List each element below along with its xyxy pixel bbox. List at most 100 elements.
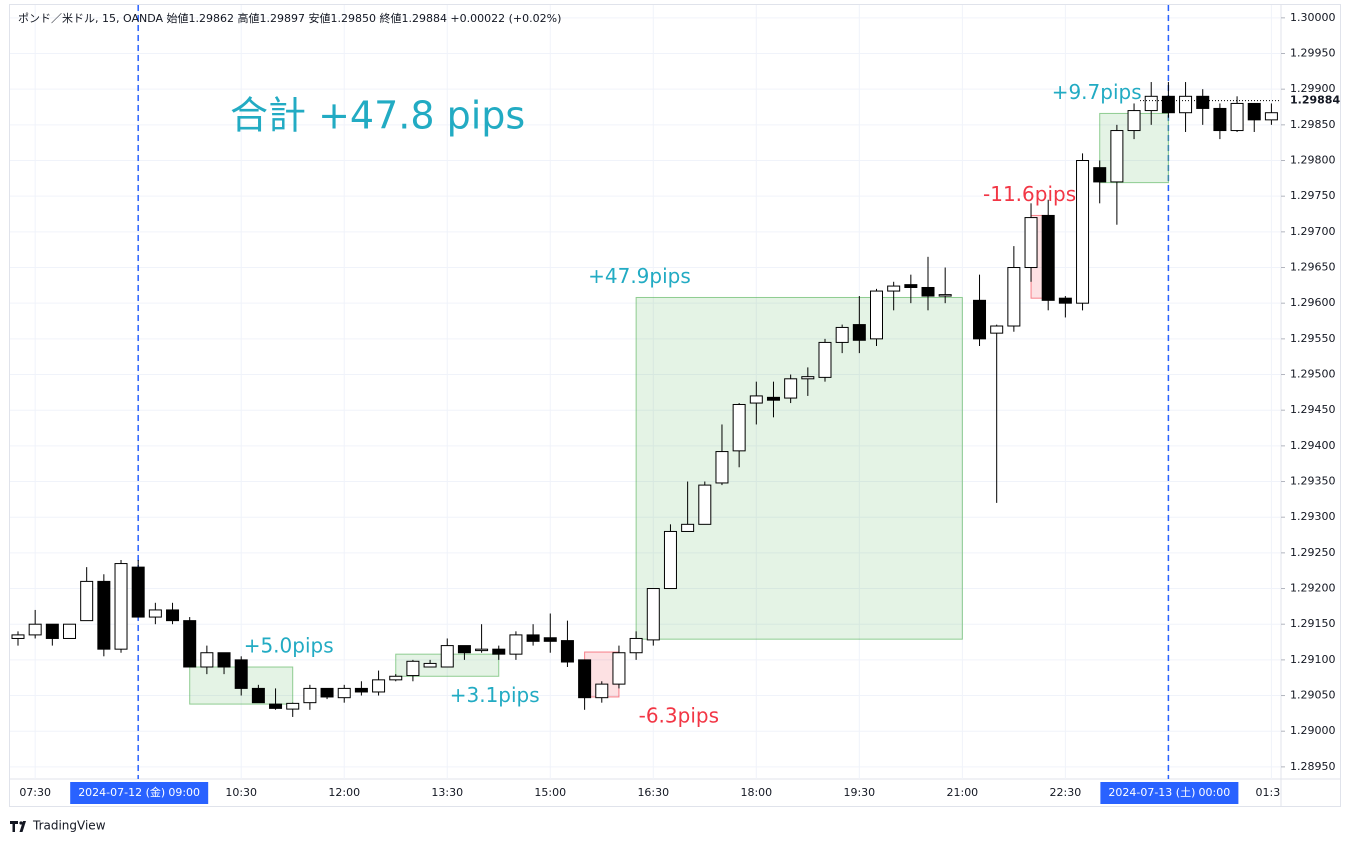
candle-body [732, 403, 746, 452]
candle-body [870, 290, 883, 340]
candle-body [1230, 102, 1244, 132]
candle-body [646, 588, 660, 641]
candle-body [131, 566, 145, 618]
candle-body [114, 563, 128, 650]
x-tick-label: 10:30 [225, 786, 257, 799]
candle-body [251, 687, 265, 704]
candle-body [852, 324, 866, 341]
trade-label: -6.3pips [639, 703, 719, 727]
date-marker-date: 2024-07-12 (金) [78, 785, 165, 799]
trade-label: -11.6pips [983, 182, 1076, 206]
x-tick-label: 01:30 [1256, 786, 1288, 799]
candle-body [45, 623, 59, 639]
brand: TradingView [32, 819, 106, 833]
candle-body [269, 703, 283, 709]
candle-body [887, 285, 901, 292]
candle-body [1264, 112, 1278, 121]
candle-body [440, 645, 454, 668]
candle-body [1179, 95, 1193, 114]
y-tick-label: 1.29000 [1290, 724, 1336, 737]
y-tick-label: 1.29300 [1290, 510, 1336, 523]
candle-body [389, 675, 403, 681]
candle-body [63, 623, 77, 639]
x-tick-label: 13:30 [431, 786, 463, 799]
x-tick-label: 00:00 [1199, 786, 1231, 799]
candle-body [560, 640, 574, 663]
y-tick-label: 1.29850 [1290, 118, 1336, 131]
y-tick-label: 1.29550 [1290, 332, 1336, 345]
candle-body [543, 637, 557, 642]
x-tick-label: 15:00 [534, 786, 566, 799]
candle-body [1076, 160, 1090, 304]
y-tick-label: 1.29950 [1290, 47, 1336, 60]
candle-body [629, 637, 643, 654]
candle-body [11, 634, 25, 639]
candle-body [1110, 130, 1124, 183]
x-tick-label: 07:30 [19, 786, 51, 799]
date-marker-box [1100, 782, 1239, 804]
legend-title: ポンド／米ドル, 15, OANDA 始値1.29862 高値1.29897 安… [18, 11, 561, 25]
x-tick-label: 09:00 [168, 786, 200, 799]
candle-body [183, 620, 197, 668]
candle-body [423, 662, 437, 668]
candle-body [320, 687, 334, 698]
candle-body [1058, 297, 1072, 304]
y-tick-label: 1.29450 [1290, 403, 1336, 416]
trade-label: +9.7pips [1052, 80, 1142, 104]
last-price-box [1282, 92, 1340, 109]
candle-body [766, 396, 780, 401]
candle-body [973, 299, 987, 340]
x-tick-label: 22:30 [1050, 786, 1082, 799]
y-tick-label: 1.29800 [1290, 154, 1336, 167]
candle-body [354, 687, 368, 693]
candle-body [938, 294, 952, 297]
candle-body [835, 326, 849, 343]
candle-body [1247, 102, 1261, 121]
candle-body [234, 659, 248, 689]
x-tick-label: 16:30 [637, 786, 669, 799]
candle-body [337, 687, 351, 699]
candle-body [1213, 107, 1227, 132]
candle-body [578, 659, 592, 699]
y-tick-label: 1.29200 [1290, 582, 1336, 595]
last-price-label: 1.29884 [1290, 94, 1340, 107]
candle-body [526, 634, 540, 642]
x-tick-label: 19:30 [843, 786, 875, 799]
candle-body [1196, 95, 1210, 109]
date-marker-box [70, 782, 209, 804]
trade-label: +47.9pips [588, 264, 691, 288]
frame [9, 4, 1341, 807]
candle-body [990, 325, 1004, 334]
candle-body [1041, 214, 1055, 301]
y-tick-label: 1.29350 [1290, 475, 1336, 488]
y-tick-label: 1.29250 [1290, 546, 1336, 559]
candle-body [784, 378, 798, 399]
x-tick-label: 21:00 [946, 786, 978, 799]
candle-body [1161, 95, 1175, 114]
candle-body [1144, 95, 1158, 112]
trade-label: +5.0pips [244, 634, 334, 658]
candle-body [818, 341, 832, 378]
candle-body [80, 580, 94, 622]
candle-body [200, 652, 214, 668]
candle-body [303, 687, 317, 704]
y-tick-label: 1.30000 [1290, 11, 1336, 24]
y-tick-label: 1.29750 [1290, 189, 1336, 202]
candle-body [475, 648, 489, 652]
y-tick-label: 1.29050 [1290, 689, 1336, 702]
candle-body [1093, 167, 1107, 183]
candle-body [457, 645, 471, 654]
candle-body [217, 652, 231, 668]
candle-body [1024, 217, 1038, 269]
candle-body [97, 580, 111, 650]
candle-body [1007, 267, 1021, 327]
candle-body [698, 484, 712, 525]
candle-body [372, 679, 386, 693]
candle-body [663, 530, 677, 590]
candle-body [612, 652, 626, 685]
candle-body [286, 702, 300, 710]
candle-body [148, 609, 162, 618]
date-marker-date: 2024-07-13 (土) [1108, 786, 1195, 799]
y-tick-label: 1.29700 [1290, 225, 1336, 238]
